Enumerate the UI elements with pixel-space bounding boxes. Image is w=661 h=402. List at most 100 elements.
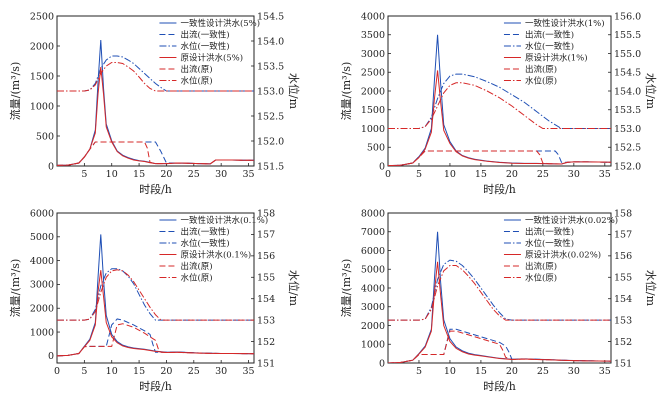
y-tick-label: 3000 [361,49,385,60]
y2-tick-label: 157 [614,230,632,241]
x-axis-label: 时段/h [483,182,516,196]
y2-tick-label: 152.0 [614,161,641,172]
y-tick-label: 2500 [30,11,54,22]
series-line-3 [388,70,611,166]
legend-entry: 水位(原) [180,76,212,87]
y-tick-label: 4000 [30,256,54,267]
x-axis-label: 时段/h [483,379,516,393]
x-tick-label: 15 [475,366,487,377]
y2-axis-label: 水位/m [287,73,301,110]
x-tick-label: 15 [475,169,487,180]
y2-tick-label: 153.5 [257,61,284,72]
x-tick-label: 25 [537,169,549,180]
series-line-1 [57,318,254,357]
y-tick-label: 7000 [361,227,385,238]
series-line-5 [57,62,254,92]
chart-panel-top-right: 0 5 10 15 20 25 30 35 0 500 1000 1500 2000 2500 3000 35… [339,11,658,196]
legend-entry: 出流(原) [180,261,212,272]
legend-entry: 出流(原) [525,64,557,75]
legend-entry: 原设计洪水(1%) [525,53,588,64]
y2-tick-label: 152.5 [257,111,284,122]
legend-entry: 水位(一致性) [525,41,574,52]
legend-entry: 出流(原) [525,261,557,272]
plot-frame [387,15,612,167]
y-tick-label: 3500 [361,30,385,41]
y2-axis-label: 水位/m [644,270,658,307]
y2-tick-label: 153 [257,315,275,326]
y-tick-label: 0 [48,351,54,362]
y2-tick-label: 153.0 [614,124,641,135]
x-tick-label: 10 [444,169,456,180]
series-line-2 [57,55,254,92]
y2-tick-label: 154.5 [257,11,284,22]
y2-tick-label: 151.5 [257,161,284,172]
y2-axis-label: 水位/m [287,270,301,307]
x-tick-label: 5 [81,366,87,377]
x-tick-label: 10 [106,366,118,377]
series-line-2 [57,268,254,321]
y2-tick-label: 156 [614,251,632,262]
legend-entry: 原设计洪水(0.1%) [180,250,251,261]
y-axis-label: 流量/(m³/s) [8,259,22,317]
x-tick-label: 20 [160,169,172,180]
x-tick-label: 30 [568,366,580,377]
x-tick-label: 15 [133,169,145,180]
x-tick-label: 10 [106,169,118,180]
series-line-4 [57,323,254,357]
y2-tick-label: 155.0 [614,49,641,60]
series-line-5 [388,265,611,321]
x-tick-label: 0 [54,366,60,377]
legend-entry: 水位(原) [525,273,557,284]
legend-entry: 原设计洪水(0.02%) [525,250,601,261]
series-line-2 [388,259,611,321]
legend-entry: 出流(一致性) [525,30,574,41]
series-line-4 [57,141,254,166]
series-line-5 [57,269,254,321]
series-line-4 [388,330,611,363]
y-tick-label: 1000 [361,340,385,351]
y2-tick-label: 152.0 [257,136,284,147]
y-axis-label: 流量/(m³/s) [339,62,353,120]
x-tick-label: 5 [416,169,422,180]
y-axis-label: 流量/(m³/s) [8,62,22,120]
y2-tick-label: 151 [257,358,275,369]
x-tick-label: 35 [599,366,611,377]
y2-tick-label: 153.0 [257,86,284,97]
legend-entry: 出流(一致性) [525,227,574,238]
y2-tick-label: 155.5 [614,30,641,41]
y-tick-label: 1000 [30,327,54,338]
x-axis-label: 时段/h [139,182,172,196]
y2-tick-label: 157 [257,230,275,241]
plot-frame [56,212,255,364]
y-tick-label: 1500 [361,105,385,116]
y2-tick-label: 158 [257,208,275,219]
series-line-2 [388,73,611,129]
y-tick-label: 2000 [361,321,385,332]
chart-panel-bottom-left: 0 5 10 15 20 25 30 35 0 1000 2000 3000 4000 5000 6000 1… [8,208,301,393]
legend-entry: 水位(一致性) [180,41,229,52]
y-tick-label: 2000 [361,86,385,97]
y-tick-label: 3000 [361,302,385,313]
x-tick-label: 35 [242,366,254,377]
series-line-3 [57,66,254,166]
y-tick-label: 1500 [30,71,54,82]
y2-tick-label: 156.0 [614,11,641,22]
y-tick-label: 0 [379,161,385,172]
y-tick-label: 8000 [361,208,385,219]
y2-tick-label: 155 [614,273,632,284]
y2-tick-label: 154.5 [614,68,641,79]
y-tick-label: 4000 [361,283,385,294]
chart-panel-top-left: 5 10 15 20 25 30 35 0 500 1000 1500 2000 2500 151.5 15… [8,11,301,196]
x-tick-label: 30 [568,169,580,180]
y-tick-label: 1000 [361,124,385,135]
x-tick-label: 35 [599,169,611,180]
x-tick-label: 35 [242,169,254,180]
legend-entry: 水位(一致性) [180,238,229,249]
y2-tick-label: 153.5 [614,105,641,116]
chart-panel-bottom-right: 5 10 15 20 25 30 35 0 1000 2000 3000 4000 5000 6000 70… [339,208,658,393]
plot-frame [387,212,612,364]
y-tick-label: 1000 [30,101,54,112]
y2-tick-label: 152 [614,337,632,348]
legend-entry: 水位(原) [180,273,212,284]
y-tick-label: 2000 [30,41,54,52]
